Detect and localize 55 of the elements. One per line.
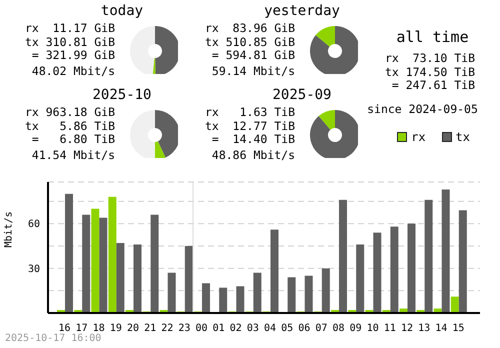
x-tick-label: 10 — [366, 323, 379, 334]
text: = 14.40 TiB — [210, 132, 295, 147]
text: rx 83.96 GiB — [204, 21, 295, 36]
chart-title: 2025-10 — [91, 87, 152, 103]
text: = 594.81 GiB — [210, 48, 295, 63]
chart-title: yesterday — [263, 3, 341, 19]
text: 41.54 Mbit/s — [30, 148, 115, 162]
x-tick-label: 20 — [127, 323, 140, 334]
y-tick-label: 30 — [28, 264, 40, 275]
x-tick-label: 13 — [418, 323, 430, 334]
text: 48.86 Mbit/s — [210, 148, 295, 162]
x-tick-label: 05 — [281, 323, 294, 334]
legend-label: rx — [411, 130, 426, 144]
x-tick-label: 22 — [161, 323, 174, 334]
x-tick-label: 07 — [315, 323, 328, 334]
x-tick-label: 06 — [298, 323, 310, 334]
x-tick-label: 04 — [264, 323, 276, 334]
x-tick-label: 16 — [58, 323, 71, 334]
text: tx 174.50 TiB — [384, 64, 475, 80]
text: tx 12.77 TiB — [204, 118, 295, 134]
x-tick-label: 17 — [76, 323, 88, 334]
x-tick-label: 02 — [230, 323, 242, 334]
x-tick-label: 21 — [144, 323, 156, 334]
x-tick-label: 01 — [212, 323, 225, 334]
x-tick-label: 09 — [350, 323, 362, 334]
chart-title: 2025-09 — [271, 87, 332, 103]
text: since 2024-09-05 — [366, 102, 479, 116]
text: = 6.80 TiB — [30, 132, 115, 147]
text: tx 5.86 TiB — [24, 118, 115, 134]
x-tick-label: 03 — [246, 323, 259, 334]
text: 48.02 Mbit/s — [30, 64, 115, 78]
y-tick-label: 60 — [28, 219, 40, 230]
text: all time — [395, 28, 470, 46]
text: rx 11.17 GiB — [24, 21, 115, 36]
x-tick-label: 15 — [452, 323, 464, 334]
text: 59.14 Mbit/s — [210, 64, 295, 78]
text: tx 310.81 GiB — [24, 34, 115, 50]
text: rx 1.63 TiB — [204, 105, 295, 120]
text: = 247.61 TiB — [390, 78, 475, 93]
text: = 321.99 GiB — [30, 48, 115, 63]
chart-title: today — [100, 3, 144, 19]
x-tick-label: 00 — [196, 323, 208, 334]
text: 2025-10-17 16:00 — [5, 333, 102, 344]
x-tick-label: 18 — [92, 323, 105, 334]
x-tick-label: 23 — [178, 323, 190, 334]
text: tx 510.85 GiB — [204, 34, 295, 50]
y-axis-title: Mbit/s — [4, 211, 15, 248]
text: rx 73.10 TiB — [384, 51, 475, 66]
x-tick-label: 08 — [332, 323, 345, 334]
x-tick-label: 12 — [401, 323, 414, 334]
x-tick-label: 19 — [110, 323, 122, 334]
x-tick-label: 11 — [384, 323, 396, 334]
x-tick-label: 14 — [435, 323, 448, 334]
text: rx 963.18 GiB — [24, 105, 115, 120]
legend-label: tx — [456, 130, 470, 144]
